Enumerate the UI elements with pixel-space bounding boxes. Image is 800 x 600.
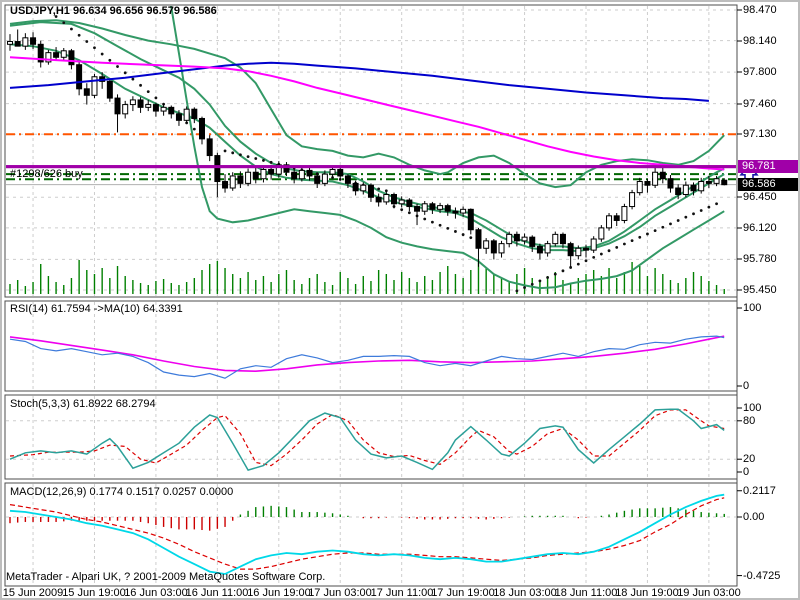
order-line-label: #1298/626 buy (10, 168, 83, 180)
x-axis-time-label: 19 Jun 03:00 (677, 587, 741, 599)
rsi-scale-label: 0 (743, 380, 750, 392)
x-axis-time-label: 17 Jun 19:00 (431, 587, 495, 599)
price-scale-label: 97.460 (743, 98, 777, 110)
stoch-scale-label: 20 (743, 453, 756, 466)
rsi-scale-label: 100 (743, 302, 762, 314)
x-axis-time-label: 16 Jun 03:00 (124, 587, 188, 599)
chart-symbol-title: USDJPY,H1 96.634 96.656 96.579 96.586 (10, 5, 217, 17)
price-scale-label: 96.120 (743, 222, 777, 234)
order-price-badge: 96.781 (738, 160, 798, 173)
copyright-text: MetaTrader - Alpari UK, ? 2001-2009 Meta… (6, 571, 326, 583)
stoch-scale-label: 100 (743, 402, 762, 414)
macd-scale-label: 0.00 (743, 511, 765, 523)
x-axis-time-label: 16 Jun 19:00 (247, 587, 311, 599)
price-scale-label: 98.140 (743, 35, 777, 47)
price-scale-label: 97.800 (743, 66, 777, 78)
x-axis-time-label: 17 Jun 03:00 (308, 587, 372, 599)
rsi-indicator-label: RSI(14) 61.7594 ->MA(10) 64.3391 (10, 303, 183, 315)
x-axis-time-label: 15 Jun 2009 (2, 587, 64, 599)
macd-scale-label: -0.4725 (743, 569, 781, 582)
current-price-badge: 96.586 (738, 178, 798, 191)
macd-scale-label: 0.2117 (743, 484, 776, 497)
stoch-scale-label: 80 (743, 414, 756, 427)
x-axis-time-label: 18 Jun 19:00 (615, 587, 679, 599)
price-scale-label: 98.470 (743, 4, 777, 16)
price-scale-label: 95.780 (743, 253, 777, 265)
stoch-scale-label: 0 (743, 466, 750, 478)
x-axis-time-label: 15 Jun 19:00 (62, 587, 126, 599)
x-axis-time-label: 17 Jun 11:00 (370, 587, 434, 599)
x-axis-time-label: 18 Jun 11:00 (554, 587, 618, 599)
x-axis-time-label: 16 Jun 11:00 (185, 587, 249, 599)
x-axis-time-label: 18 Jun 03:00 (493, 587, 557, 599)
macd-indicator-label: MACD(12,26,9) 0.1774 0.1517 0.0257 0.000… (10, 486, 234, 498)
stoch-indicator-label: Stoch(5,3,3) 61.8922 68.2794 (10, 398, 156, 410)
price-scale-label: 97.130 (743, 128, 777, 140)
price-scale-label: 96.450 (743, 191, 777, 203)
price-scale-label: 95.450 (743, 284, 777, 296)
